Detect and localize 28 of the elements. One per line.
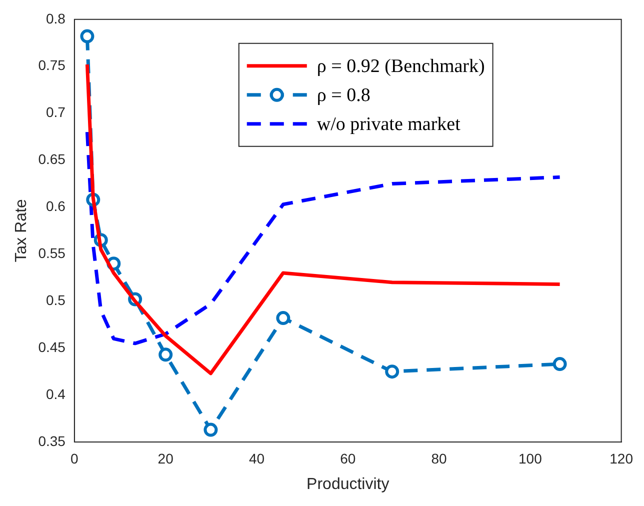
legend-label: ρ = 0.92 (Benchmark): [316, 56, 485, 77]
point: [276, 311, 290, 326]
x-tick-label: 60: [340, 450, 356, 466]
x-tick-label: 80: [431, 450, 448, 466]
point: [552, 357, 567, 372]
point: [158, 348, 173, 362]
x-tick-label: 0: [70, 450, 79, 466]
y-tick-label: 0.55: [38, 245, 66, 262]
x-axis-title: Productivity: [306, 476, 390, 493]
y-tick-label: 0.65: [38, 151, 66, 168]
legend-label: ρ = 0.8: [316, 84, 370, 106]
y-tick-label: 0.7: [46, 104, 66, 120]
point: [204, 422, 218, 437]
legend-label: w/o private market: [316, 114, 462, 135]
y-tick-label: 0.4: [46, 386, 66, 402]
y-axis-title: Tax Rate: [13, 199, 30, 262]
y-tick-label: 0.6: [46, 198, 66, 214]
point: [385, 364, 400, 379]
y-tick-label: 0.35: [38, 432, 66, 449]
x-tick-label: 120: [610, 450, 634, 466]
x-tick-label: 100: [518, 450, 542, 466]
y-tick-label: 0.75: [38, 57, 66, 74]
point: [80, 29, 94, 44]
y-tick-label: 0.5: [46, 292, 66, 308]
x-tick-label: 40: [248, 450, 265, 466]
x-tick-label: 20: [158, 450, 174, 466]
y-tick-label: 0.8: [46, 10, 66, 26]
y-tick-label: 0.45: [38, 338, 66, 355]
